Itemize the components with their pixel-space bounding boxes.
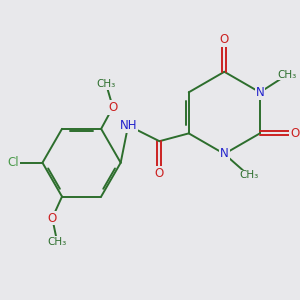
Text: O: O	[48, 212, 57, 225]
Text: CH₃: CH₃	[278, 70, 297, 80]
Text: CH₃: CH₃	[96, 79, 116, 89]
Text: O: O	[108, 101, 118, 114]
Text: CH₃: CH₃	[47, 237, 67, 247]
Text: NH: NH	[119, 119, 137, 132]
Text: N: N	[220, 147, 229, 161]
Text: O: O	[290, 127, 299, 140]
Text: O: O	[220, 33, 229, 46]
Text: CH₃: CH₃	[239, 170, 258, 180]
Text: Cl: Cl	[7, 156, 19, 169]
Text: O: O	[155, 167, 164, 180]
Text: N: N	[256, 86, 264, 99]
